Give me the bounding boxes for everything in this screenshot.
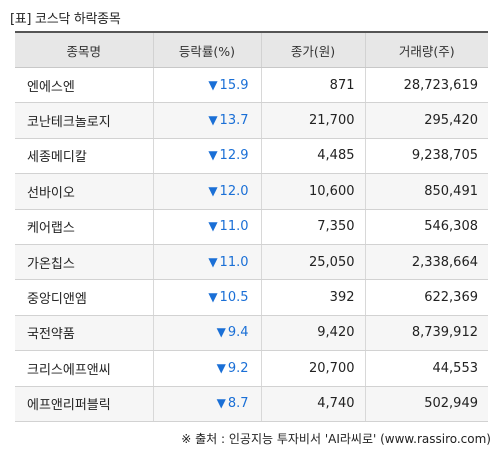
table-row: 크리스에프앤씨 ▼ 9.2 20,700 44,553: [15, 350, 488, 387]
rate-value: 13.7: [219, 113, 249, 129]
table-header-row: 종목명 등락률(%) 종가(원) 거래량(주): [15, 33, 488, 68]
volume: 546,308: [364, 209, 488, 245]
rate-value: 9.2: [227, 360, 249, 376]
stock-name: 중앙디앤엠: [15, 279, 153, 316]
rate-value: 8.7: [227, 396, 249, 412]
close-price: 392: [260, 279, 365, 316]
volume: 44,553: [364, 350, 488, 387]
rate-value: 11.0: [219, 254, 249, 270]
table-row: 에프앤리퍼블릭 ▼ 8.7 4,740 502,949: [15, 386, 488, 422]
down-arrow-icon: ▼: [216, 360, 226, 375]
change-rate: ▼ 9.4: [152, 315, 261, 352]
close-price: 4,485: [260, 138, 365, 175]
volume: 8,739,912: [364, 315, 488, 352]
volume: 28,723,619: [364, 67, 488, 104]
header-close-price: 종가(원): [260, 33, 365, 68]
down-arrow-icon: ▼: [208, 77, 218, 92]
header-change-rate: 등락률(%): [152, 33, 261, 68]
down-arrow-icon: ▼: [216, 396, 226, 411]
down-arrow-icon: ▼: [208, 113, 218, 128]
stock-name: 선바이오: [15, 173, 153, 210]
table-row: 세종메디칼 ▼ 12.9 4,485 9,238,705: [15, 138, 488, 175]
close-price: 871: [260, 67, 365, 104]
close-price: 20,700: [260, 350, 365, 387]
header-stock-name: 종목명: [15, 33, 153, 68]
change-rate: ▼ 10.5: [152, 279, 261, 316]
down-arrow-icon: ▼: [208, 254, 218, 269]
table-row: 코난테크놀로지 ▼ 13.7 21,700 295,420: [15, 102, 488, 139]
change-rate: ▼ 12.0: [152, 173, 261, 210]
source-note: ※ 출처 : 인공지능 투자비서 'AI라씨로' (www.rassiro.co…: [181, 432, 491, 446]
change-rate: ▼ 11.0: [152, 209, 261, 245]
change-rate: ▼ 12.9: [152, 138, 261, 175]
close-price: 10,600: [260, 173, 365, 210]
close-price: 4,740: [260, 386, 365, 422]
volume: 502,949: [364, 386, 488, 422]
stock-name: 코난테크놀로지: [15, 102, 153, 139]
down-arrow-icon: ▼: [208, 148, 218, 163]
stock-name: 케어랩스: [15, 209, 153, 245]
rate-value: 12.0: [219, 183, 249, 199]
rate-value: 15.9: [219, 77, 249, 93]
header-volume: 거래량(주): [364, 33, 488, 68]
close-price: 25,050: [260, 244, 365, 281]
volume: 850,491: [364, 173, 488, 210]
volume: 9,238,705: [364, 138, 488, 175]
down-arrow-icon: ▼: [208, 219, 218, 234]
stock-name: 에프앤리퍼블릭: [15, 386, 153, 422]
volume: 2,338,664: [364, 244, 488, 281]
change-rate: ▼ 11.0: [152, 244, 261, 281]
decliners-table: 종목명 등락률(%) 종가(원) 거래량(주) 엔에스엔 ▼ 15.9 871 2…: [15, 33, 488, 422]
change-rate: ▼ 13.7: [152, 102, 261, 139]
table-row: 국전약품 ▼ 9.4 9,420 8,739,912: [15, 315, 488, 352]
down-arrow-icon: ▼: [208, 183, 218, 198]
rate-value: 10.5: [219, 290, 249, 306]
change-rate: ▼ 8.7: [152, 386, 261, 422]
down-arrow-icon: ▼: [216, 325, 226, 340]
close-price: 9,420: [260, 315, 365, 352]
table-row: 엔에스엔 ▼ 15.9 871 28,723,619: [15, 67, 488, 104]
stock-name: 국전약품: [15, 315, 153, 352]
stock-name: 엔에스엔: [15, 67, 153, 104]
volume: 295,420: [364, 102, 488, 139]
page-title: [표] 코스닥 하락종목: [10, 12, 121, 27]
close-price: 7,350: [260, 209, 365, 245]
table-row: 중앙디앤엠 ▼ 10.5 392 622,369: [15, 279, 488, 316]
rate-value: 9.4: [227, 325, 249, 341]
table-row: 선바이오 ▼ 12.0 10,600 850,491: [15, 173, 488, 210]
stock-table-container: 종목명 등락률(%) 종가(원) 거래량(주) 엔에스엔 ▼ 15.9 871 2…: [15, 31, 488, 422]
stock-name: 가온칩스: [15, 244, 153, 281]
change-rate: ▼ 9.2: [152, 350, 261, 387]
table-row: 가온칩스 ▼ 11.0 25,050 2,338,664: [15, 244, 488, 281]
table-row: 케어랩스 ▼ 11.0 7,350 546,308: [15, 209, 488, 245]
close-price: 21,700: [260, 102, 365, 139]
volume: 622,369: [364, 279, 488, 316]
down-arrow-icon: ▼: [208, 290, 218, 305]
change-rate: ▼ 15.9: [152, 67, 261, 104]
rate-value: 11.0: [219, 219, 249, 235]
rate-value: 12.9: [219, 148, 249, 164]
stock-name: 세종메디칼: [15, 138, 153, 175]
stock-name: 크리스에프앤씨: [15, 350, 153, 387]
